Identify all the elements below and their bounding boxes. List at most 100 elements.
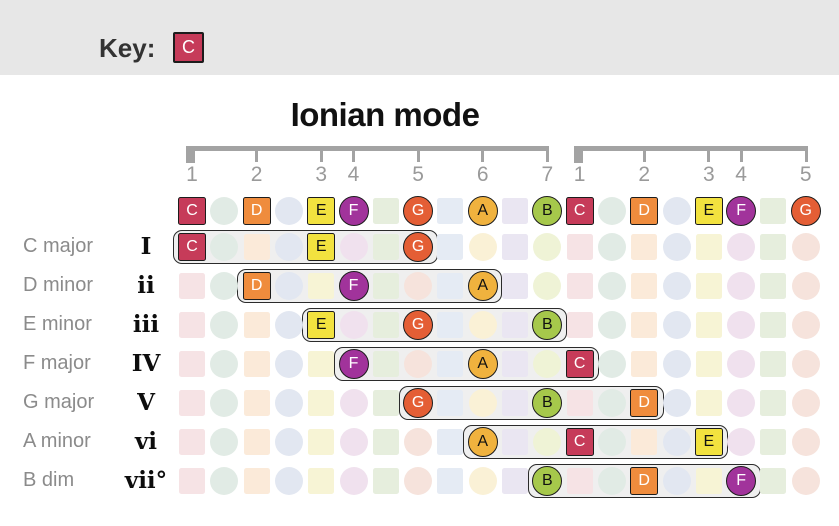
empty-square: [243, 234, 270, 260]
empty-square: [502, 468, 528, 494]
empty-circle: [404, 350, 433, 378]
empty-circle: [791, 467, 820, 495]
note-G: G: [403, 310, 434, 340]
empty-square: [566, 468, 593, 494]
empty-circle: [468, 389, 497, 417]
ruler-tick: [707, 146, 711, 162]
empty-circle: [339, 389, 368, 417]
note-C: C: [565, 428, 594, 456]
empty-square: [243, 429, 270, 455]
empty-circle: [274, 389, 303, 417]
empty-square: [372, 468, 399, 494]
note-A: A: [467, 427, 498, 457]
empty-square: [243, 468, 270, 494]
ruler-tick: [481, 146, 485, 162]
empty-circle: [274, 467, 303, 495]
key-label: Key:: [99, 33, 156, 63]
ruler-degree-number: 5: [799, 163, 812, 186]
empty-circle: [404, 428, 433, 456]
empty-circle: [274, 233, 303, 261]
empty-circle: [727, 311, 756, 339]
ruler-degree-number: 3: [315, 163, 328, 186]
note-C: C: [178, 233, 206, 261]
note-C: C: [565, 350, 594, 378]
empty-square: [372, 234, 399, 260]
empty-circle: [662, 389, 691, 417]
empty-square: [372, 390, 399, 416]
note-F: F: [338, 349, 369, 379]
key-note-selector[interactable]: C: [173, 32, 204, 63]
empty-square: [566, 312, 593, 338]
empty-square: [372, 351, 399, 377]
empty-circle: [274, 428, 303, 456]
empty-circle: [662, 272, 691, 300]
empty-circle: [791, 311, 820, 339]
empty-circle: [662, 311, 691, 339]
empty-square: [437, 198, 464, 224]
empty-square: [695, 351, 722, 377]
empty-square: [695, 468, 722, 494]
ruler-degree-number: 1: [186, 163, 198, 186]
chord-label: G major: [23, 391, 95, 413]
empty-circle: [597, 389, 626, 417]
ruler-bar: [186, 146, 550, 151]
empty-square: [566, 273, 593, 299]
empty-circle: [791, 389, 820, 417]
empty-square: [308, 468, 335, 494]
empty-circle: [339, 233, 368, 261]
empty-circle: [727, 389, 756, 417]
empty-square: [760, 198, 787, 224]
empty-circle: [791, 350, 820, 378]
empty-circle: [339, 467, 368, 495]
note-G: G: [403, 388, 434, 418]
empty-square: [631, 429, 658, 455]
empty-circle: [597, 272, 626, 300]
empty-square: [179, 312, 205, 338]
empty-circle: [791, 233, 820, 261]
empty-square: [437, 468, 464, 494]
empty-square: [760, 273, 787, 299]
empty-circle: [727, 428, 756, 456]
empty-circle: [404, 272, 433, 300]
empty-circle: [468, 233, 497, 261]
empty-square: [631, 273, 658, 299]
empty-circle: [468, 311, 497, 339]
empty-square: [308, 390, 335, 416]
empty-circle: [339, 428, 368, 456]
ruler-tick: [739, 146, 743, 162]
empty-circle: [533, 350, 562, 378]
chord-label: F major: [23, 352, 91, 374]
empty-square: [760, 234, 787, 260]
note-D: D: [630, 467, 659, 495]
empty-circle: [533, 233, 562, 261]
chord-numeral: IV: [131, 350, 161, 377]
empty-circle: [662, 350, 691, 378]
note-A: A: [467, 271, 498, 301]
ruler-end-tick: [546, 146, 550, 162]
empty-square: [566, 234, 593, 260]
empty-circle: [791, 272, 820, 300]
empty-circle: [597, 350, 626, 378]
ruler-start-tick: [573, 146, 583, 163]
key-bar: Key: C: [0, 0, 839, 75]
chord-numeral: V: [137, 389, 155, 416]
note-F: F: [726, 466, 757, 496]
empty-circle: [339, 311, 368, 339]
chord-label: C major: [23, 235, 94, 257]
empty-square: [760, 390, 787, 416]
chord-label: A minor: [23, 430, 91, 452]
empty-circle: [727, 350, 756, 378]
empty-square: [502, 234, 528, 260]
empty-square: [437, 234, 464, 260]
chord-label: B dim: [23, 469, 75, 491]
empty-circle: [210, 350, 239, 378]
note-B: B: [532, 196, 563, 226]
ruler-degree-number: 7: [541, 163, 554, 186]
note-F: F: [338, 271, 369, 301]
note-C: C: [565, 197, 594, 225]
empty-square: [308, 351, 335, 377]
ruler-degree-number: 2: [638, 163, 651, 186]
ruler-degree-number: 3: [702, 163, 715, 186]
empty-circle: [597, 311, 626, 339]
ruler-tick: [642, 146, 646, 162]
